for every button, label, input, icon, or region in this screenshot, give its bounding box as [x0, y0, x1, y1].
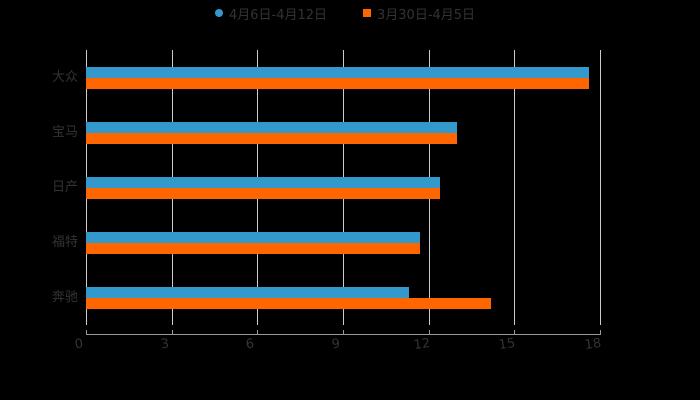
bar-current-week[interactable] — [86, 286, 409, 298]
x-axis-tick-label: 15 — [497, 335, 517, 354]
x-axis-line — [86, 334, 601, 335]
x-axis-tick — [257, 330, 258, 335]
x-axis-tick — [429, 330, 430, 335]
x-axis-tick — [172, 330, 173, 335]
x-axis-tick-label: 9 — [330, 336, 342, 353]
bar-previous-week[interactable] — [86, 187, 441, 199]
legend-marker-circle-icon — [215, 9, 223, 17]
x-axis-tick — [343, 330, 344, 335]
bar-previous-week[interactable] — [86, 132, 458, 144]
legend-label: 4月6日-4月12日 — [229, 7, 328, 23]
legend-marker-square-icon — [363, 9, 371, 17]
x-axis-tick — [600, 330, 601, 335]
x-axis-tick-label: 12 — [412, 335, 432, 354]
y-axis-category-label: 宝马 — [51, 124, 78, 140]
bar-previous-week[interactable] — [86, 297, 492, 309]
x-axis-tick-label: 0 — [73, 336, 85, 353]
x-axis-tick — [86, 330, 87, 335]
y-axis-category-label: 大众 — [51, 69, 78, 85]
bar-previous-week[interactable] — [86, 242, 421, 254]
x-axis-tick-label: 18 — [583, 335, 603, 354]
x-axis-tick-label: 6 — [244, 336, 256, 353]
bar-current-week[interactable] — [86, 121, 458, 133]
bar-current-week[interactable] — [86, 176, 441, 188]
legend-item-series-2[interactable]: 3月30日-4月5日 — [363, 3, 475, 23]
x-axis-tick-label: 3 — [159, 336, 171, 353]
bar-current-week[interactable] — [86, 66, 589, 78]
x-axis-tick — [514, 330, 515, 335]
y-axis-category-label: 日产 — [51, 179, 78, 195]
chart-legend: 4月6日-4月12日 3月30日-4月5日 — [0, 3, 700, 23]
gridline — [600, 50, 601, 325]
legend-label: 3月30日-4月5日 — [377, 7, 476, 23]
bar-previous-week[interactable] — [86, 77, 589, 89]
y-axis-category-label: 奔驰 — [51, 289, 78, 305]
gridline — [514, 50, 515, 325]
y-axis-category-label: 福特 — [51, 234, 78, 250]
bar-current-week[interactable] — [86, 231, 421, 243]
legend-item-series-1[interactable]: 4月6日-4月12日 — [215, 3, 327, 23]
